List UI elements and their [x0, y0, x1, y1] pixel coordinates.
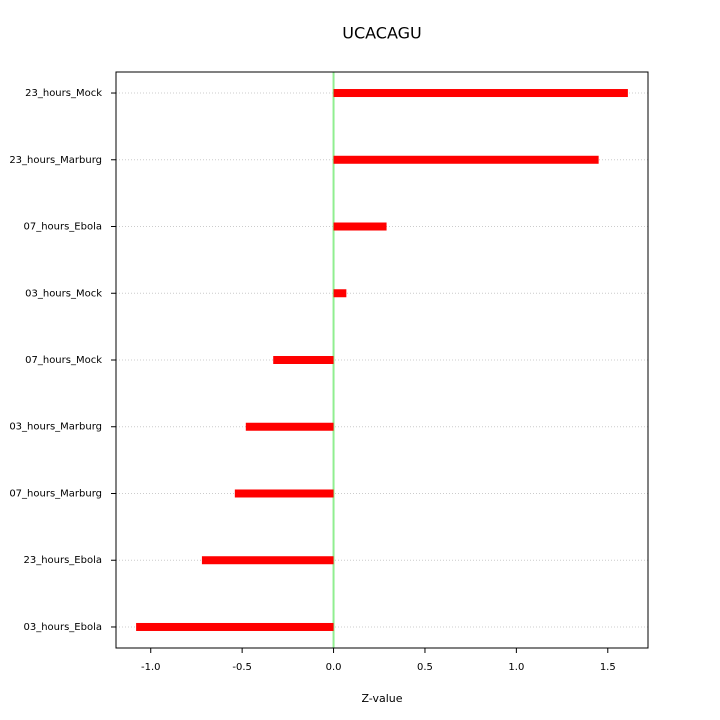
- bar: [333, 89, 628, 98]
- y-tick-label: 23_hours_Mock: [25, 88, 102, 99]
- bar: [273, 356, 334, 364]
- bar: [136, 622, 334, 631]
- plot-frame: [115, 71, 649, 649]
- bar: [333, 155, 599, 164]
- x-tick-label: 1.5: [600, 662, 616, 673]
- y-tick-label: 23_hours_Marburg: [9, 155, 102, 166]
- bar: [245, 422, 334, 431]
- chart-title: UCACAGU: [342, 24, 422, 43]
- y-tick-label: 07_hours_Marburg: [9, 488, 102, 499]
- x-tick-label: -1.0: [141, 662, 161, 673]
- x-tick-label: -0.5: [232, 662, 252, 673]
- x-tick-label: 0.0: [326, 662, 342, 673]
- x-tick-label: 1.0: [508, 662, 524, 673]
- y-tick-label: 03_hours_Mock: [25, 288, 102, 299]
- y-tick-label: 23_hours_Ebola: [23, 555, 102, 566]
- bar: [333, 222, 387, 231]
- bar: [234, 489, 334, 498]
- y-tick-label: 07_hours_Ebola: [23, 222, 102, 233]
- y-tick-label: 03_hours_Ebola: [23, 622, 102, 633]
- bar: [201, 556, 334, 565]
- x-tick-label: 0.5: [417, 662, 433, 673]
- y-tick-label: 07_hours_Mock: [25, 355, 102, 366]
- x-axis-label: Z-value: [361, 692, 402, 705]
- bar: [333, 289, 347, 298]
- y-tick-label: 03_hours_Marburg: [9, 422, 102, 433]
